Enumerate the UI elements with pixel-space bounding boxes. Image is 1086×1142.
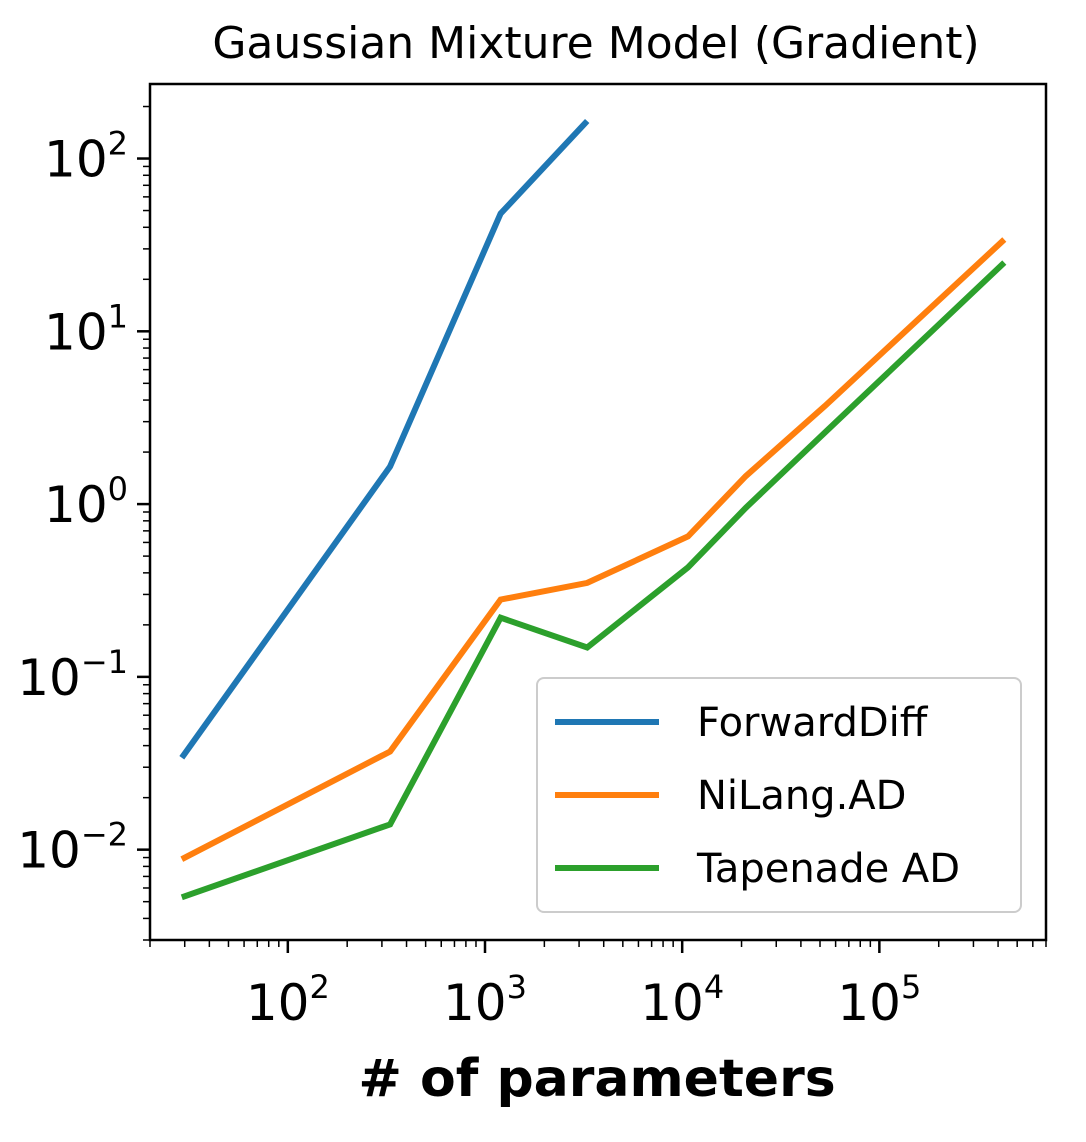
chart-title: Gaussian Mixture Model (Gradient) bbox=[212, 18, 979, 69]
y-tick-label-0: 10−2 bbox=[17, 816, 128, 880]
legend-label-1: NiLang.AD bbox=[697, 773, 906, 819]
y-tick-label-4: 102 bbox=[44, 125, 128, 189]
x-tick-label-2: 104 bbox=[640, 968, 724, 1032]
series-line-0 bbox=[179, 118, 590, 760]
legend-box bbox=[536, 677, 1022, 913]
y-tick-label-1: 10−1 bbox=[17, 643, 128, 707]
y-tick-label-3: 101 bbox=[44, 297, 128, 361]
axes: 102 103 104 105 10−2 10−1 100 101 102 bbox=[17, 82, 1048, 1032]
x-tick-label-3: 105 bbox=[837, 968, 921, 1032]
plot-area bbox=[179, 118, 1007, 901]
x-axis-label: # of parameters bbox=[358, 1049, 835, 1109]
legend-label-0: ForwardDiff bbox=[697, 700, 929, 746]
legend-label-2: Tapenade AD bbox=[696, 846, 960, 892]
series-line-2 bbox=[180, 260, 1007, 901]
x-tick-label-0: 102 bbox=[246, 968, 330, 1032]
series-line-1 bbox=[180, 237, 1007, 862]
y-tick-label-2: 100 bbox=[44, 470, 128, 534]
x-tick-label-1: 103 bbox=[443, 968, 527, 1032]
legend: ForwardDiff NiLang.AD Tapenade AD bbox=[536, 677, 1022, 913]
